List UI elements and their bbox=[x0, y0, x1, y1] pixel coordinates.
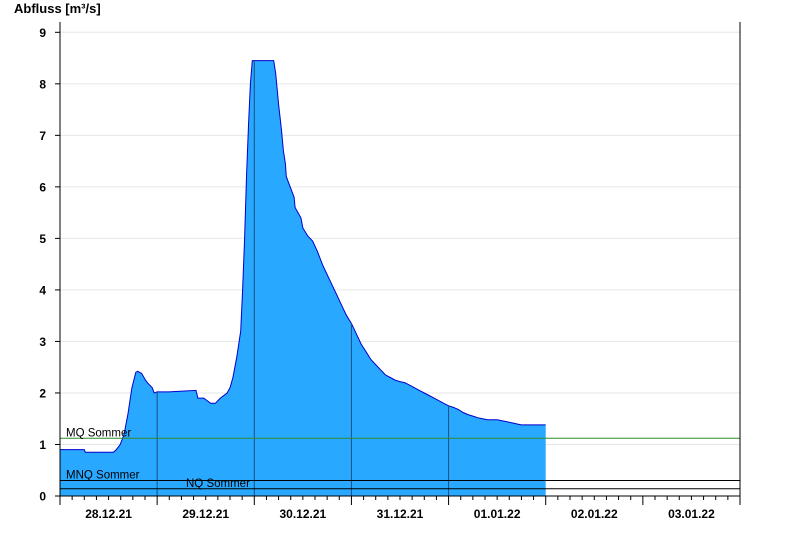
reference-lines: MQ Sommer MNQ Sommer NQ Sommer bbox=[60, 427, 740, 490]
x-tick-label-4: 01.01.22 bbox=[474, 507, 521, 521]
ref-label-mq-sommer: MQ Sommer bbox=[66, 427, 131, 439]
y-tick-label-8: 8 bbox=[39, 77, 46, 91]
y-tick-label-0: 0 bbox=[39, 490, 46, 504]
y-axis-title: Abfluss [m³/s] bbox=[14, 1, 101, 16]
plot-area bbox=[60, 60, 546, 496]
y-tick-label-3: 3 bbox=[39, 335, 46, 349]
series-line-0 bbox=[60, 60, 546, 453]
y-tick-label-2: 2 bbox=[39, 386, 46, 400]
y-tick-label-1: 1 bbox=[39, 438, 46, 452]
y-tick-label-9: 9 bbox=[39, 26, 46, 40]
ref-label-nq-sommer: NQ Sommer bbox=[186, 478, 250, 490]
axes: 0 1 2 3 4 5 6 7 8 9 28.12.21 29.12.21 30.12.21 31.12.… bbox=[39, 22, 741, 521]
ref-label-mnq-sommer: MNQ Sommer bbox=[66, 470, 140, 482]
x-tick-label-5: 02.01.22 bbox=[571, 507, 618, 521]
y-tick-label-6: 6 bbox=[39, 180, 46, 194]
x-tick-label-2: 30.12.21 bbox=[279, 507, 326, 521]
y-tick-label-4: 4 bbox=[39, 283, 46, 297]
series-area-0 bbox=[60, 60, 546, 496]
y-tick-label-5: 5 bbox=[39, 232, 46, 246]
x-tick-label-6: 03.01.22 bbox=[668, 507, 715, 521]
x-tick-label-3: 31.12.21 bbox=[377, 507, 424, 521]
y-tick-label-7: 7 bbox=[39, 129, 46, 143]
x-tick-label-0: 28.12.21 bbox=[85, 507, 132, 521]
x-tick-label-1: 29.12.21 bbox=[182, 507, 229, 521]
